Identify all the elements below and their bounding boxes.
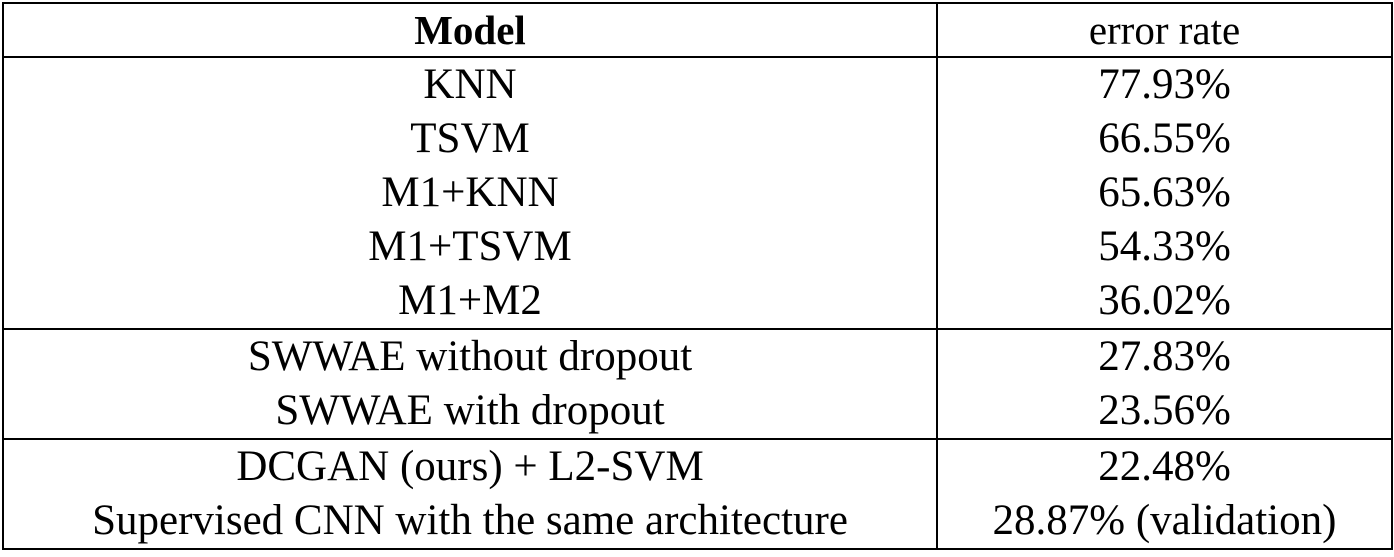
error-rate-cell: 36.02% [936, 274, 1393, 329]
error-rate-cell: 28.87% (validation) [936, 494, 1393, 550]
table-row: DCGAN (ours) + L2-SVM 22.48% [2, 438, 1393, 494]
table-row: SWWAE with dropout 23.56% [2, 384, 1393, 439]
column-header-error-rate: error rate [936, 2, 1393, 58]
table-row: M1+TSVM 54.33% [2, 220, 1393, 274]
model-cell: DCGAN (ours) + L2-SVM [2, 438, 938, 494]
model-cell: SWWAE without dropout [2, 328, 938, 384]
error-rate-cell: 22.48% [936, 438, 1393, 494]
table-row: SWWAE without dropout 27.83% [2, 328, 1393, 384]
error-rate-cell: 77.93% [936, 57, 1393, 112]
table-row: Supervised CNN with the same architectur… [2, 494, 1393, 550]
model-cell: Supervised CNN with the same architectur… [2, 494, 938, 550]
error-rate-cell: 54.33% [936, 220, 1393, 274]
model-cell: SWWAE with dropout [2, 384, 938, 439]
error-rate-cell: 27.83% [936, 328, 1393, 384]
column-header-model: Model [2, 2, 938, 58]
table-row: TSVM 66.55% [2, 112, 1393, 166]
model-cell: M1+TSVM [2, 220, 938, 274]
model-cell: M1+KNN [2, 166, 938, 220]
model-cell: KNN [2, 57, 938, 112]
table-header-row: Model error rate [2, 2, 1393, 58]
table-row: M1+KNN 65.63% [2, 166, 1393, 220]
error-rate-cell: 65.63% [936, 166, 1393, 220]
error-rate-cell: 66.55% [936, 112, 1393, 166]
model-cell: M1+M2 [2, 274, 938, 329]
model-cell: TSVM [2, 112, 938, 166]
table-row: KNN 77.93% [2, 57, 1393, 112]
error-rate-cell: 23.56% [936, 384, 1393, 439]
table-row: M1+M2 36.02% [2, 274, 1393, 329]
